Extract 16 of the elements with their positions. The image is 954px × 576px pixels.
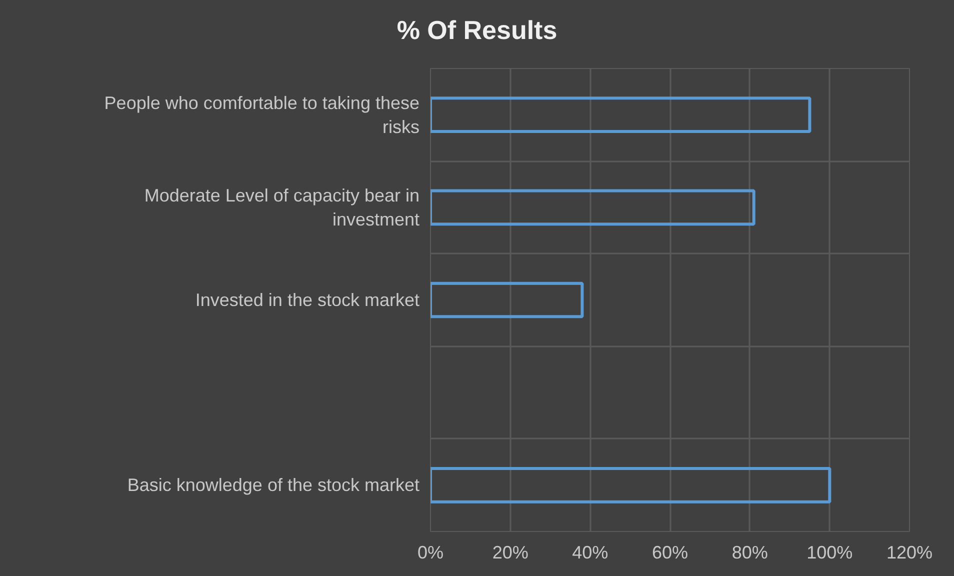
x-tick-label: 60%	[652, 542, 688, 562]
x-tick-label: 40%	[572, 542, 608, 562]
chart-title: % Of Results	[396, 14, 558, 47]
x-tick-label: 20%	[492, 542, 528, 562]
x-tick-label: 0%	[417, 542, 444, 562]
y-tick-label: Basic knowledge of the stock market	[127, 475, 420, 496]
x-tick-label: 80%	[732, 542, 768, 562]
y-tick-label: Moderate Level of capacity bear in investment	[144, 185, 420, 230]
bar	[430, 282, 584, 318]
x-tick-label: 100%	[806, 542, 853, 562]
y-tick-label: Invested in the stock market	[195, 290, 420, 310]
bar	[430, 467, 832, 504]
y-tick-label: People who comfortable to taking these risks	[104, 92, 420, 137]
bar	[430, 189, 756, 226]
bar	[430, 96, 812, 133]
x-tick-label: 120%	[886, 542, 933, 562]
